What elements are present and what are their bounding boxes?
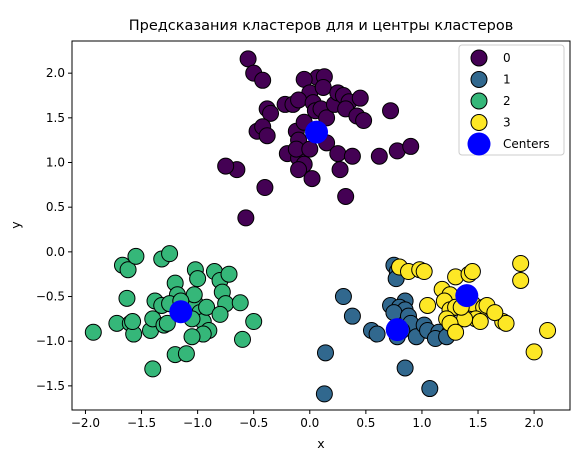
y-tick-label: 0.5: [46, 200, 65, 214]
legend-label: 0: [503, 51, 511, 65]
point-cluster-0: [314, 78, 332, 96]
x-tick-label: −2.0: [71, 416, 100, 430]
legend-marker-centers: [467, 132, 491, 156]
legend-label: 2: [503, 94, 511, 108]
y-tick-label: −1.5: [36, 379, 65, 393]
y-tick-label: −1.0: [36, 334, 65, 348]
legend-marker-0: [470, 49, 488, 67]
point-cluster-2: [189, 270, 207, 288]
point-cluster-0: [217, 157, 235, 175]
x-tick-label: 2.0: [525, 416, 544, 430]
point-cluster-0: [402, 137, 420, 155]
point-cluster-0: [351, 89, 369, 107]
point-cluster-0: [262, 104, 280, 122]
point-cluster-2: [124, 313, 142, 331]
point-cluster-2: [119, 261, 137, 279]
point-cluster-0: [290, 161, 308, 179]
point-cluster-2: [118, 289, 136, 307]
x-tick-label: −1.5: [127, 416, 156, 430]
y-tick-label: 2.0: [46, 66, 65, 80]
point-cluster-3: [447, 323, 465, 341]
point-cluster-0: [343, 147, 361, 165]
point-cluster-3: [486, 304, 504, 322]
point-cluster-2: [183, 328, 201, 346]
point-cluster-2: [144, 360, 162, 378]
chart-title: Предсказания кластеров для и центры клас…: [129, 18, 514, 34]
y-tick-label: 0.0: [46, 245, 65, 259]
point-cluster-1: [343, 307, 361, 325]
cluster-center: [385, 318, 409, 342]
point-cluster-0: [256, 179, 274, 197]
legend-label: 1: [503, 73, 511, 87]
point-cluster-1: [316, 344, 334, 362]
point-cluster-3: [497, 314, 515, 332]
point-cluster-0: [382, 102, 400, 120]
x-tick-label: 1.5: [468, 416, 487, 430]
legend: 0 1 2 3 Centers: [458, 44, 565, 156]
point-cluster-2: [220, 265, 238, 283]
point-cluster-0: [331, 161, 349, 179]
y-tick-label: 1.0: [46, 156, 65, 170]
point-cluster-3: [512, 254, 530, 272]
point-cluster-2: [198, 298, 216, 316]
legend-marker-3: [470, 114, 488, 131]
point-cluster-1: [315, 385, 333, 403]
x-tick-label: 0.5: [356, 416, 375, 430]
point-cluster-0: [303, 170, 321, 188]
point-cluster-2: [161, 245, 179, 263]
point-cluster-3: [415, 263, 433, 281]
point-cluster-3: [539, 321, 557, 339]
point-cluster-3: [463, 263, 481, 281]
point-cluster-2: [177, 345, 195, 363]
point-cluster-2: [158, 314, 176, 332]
x-tick-label: −1.0: [183, 416, 212, 430]
y-tick-label: 1.5: [46, 111, 65, 125]
point-cluster-2: [84, 323, 102, 341]
point-cluster-0: [239, 50, 257, 68]
point-cluster-3: [471, 313, 489, 331]
x-tick-label: 1.0: [412, 416, 431, 430]
point-cluster-0: [370, 147, 388, 165]
point-cluster-0: [290, 91, 308, 109]
point-cluster-2: [231, 294, 249, 312]
point-cluster-1: [396, 359, 414, 377]
cluster-center: [455, 284, 479, 308]
points-layer: [84, 50, 557, 403]
point-cluster-0: [337, 187, 355, 205]
point-cluster-0: [329, 145, 347, 163]
point-cluster-3: [419, 296, 437, 314]
point-cluster-2: [233, 330, 251, 348]
x-axis-ticks: −2.0 −1.5 −1.0 −0.5 0.0 0.5 1.0 1.5 2.0: [71, 410, 544, 430]
point-cluster-1: [421, 380, 439, 398]
point-cluster-0: [355, 112, 373, 130]
legend-label: Centers: [503, 137, 550, 151]
y-tick-label: −0.5: [36, 290, 65, 304]
plot-frame: [71, 40, 571, 411]
x-axis-label: x: [317, 436, 324, 451]
point-cluster-2: [211, 305, 229, 323]
cluster-center: [305, 120, 329, 144]
point-cluster-0: [318, 109, 336, 127]
x-tick-label: −0.5: [239, 416, 268, 430]
point-cluster-1: [385, 304, 403, 322]
point-cluster-2: [127, 247, 145, 265]
y-axis-ticks: −1.5 −1.0 −0.5 0.0 0.5 1.0 1.5 2.0: [36, 66, 72, 393]
point-cluster-1: [368, 325, 386, 343]
centers-layer: [169, 120, 479, 342]
y-axis-label: y: [8, 221, 23, 229]
point-cluster-0: [258, 127, 276, 145]
point-cluster-1: [334, 288, 352, 306]
point-cluster-3: [525, 343, 543, 361]
point-cluster-3: [512, 271, 530, 289]
legend-marker-2: [470, 92, 488, 110]
point-cluster-0: [237, 209, 255, 227]
point-cluster-0: [254, 71, 272, 89]
cluster-center: [169, 300, 193, 324]
legend-marker-1: [470, 71, 488, 88]
x-tick-label: 0.0: [300, 416, 319, 430]
point-cluster-2: [245, 313, 263, 331]
legend-label: 3: [503, 116, 511, 130]
